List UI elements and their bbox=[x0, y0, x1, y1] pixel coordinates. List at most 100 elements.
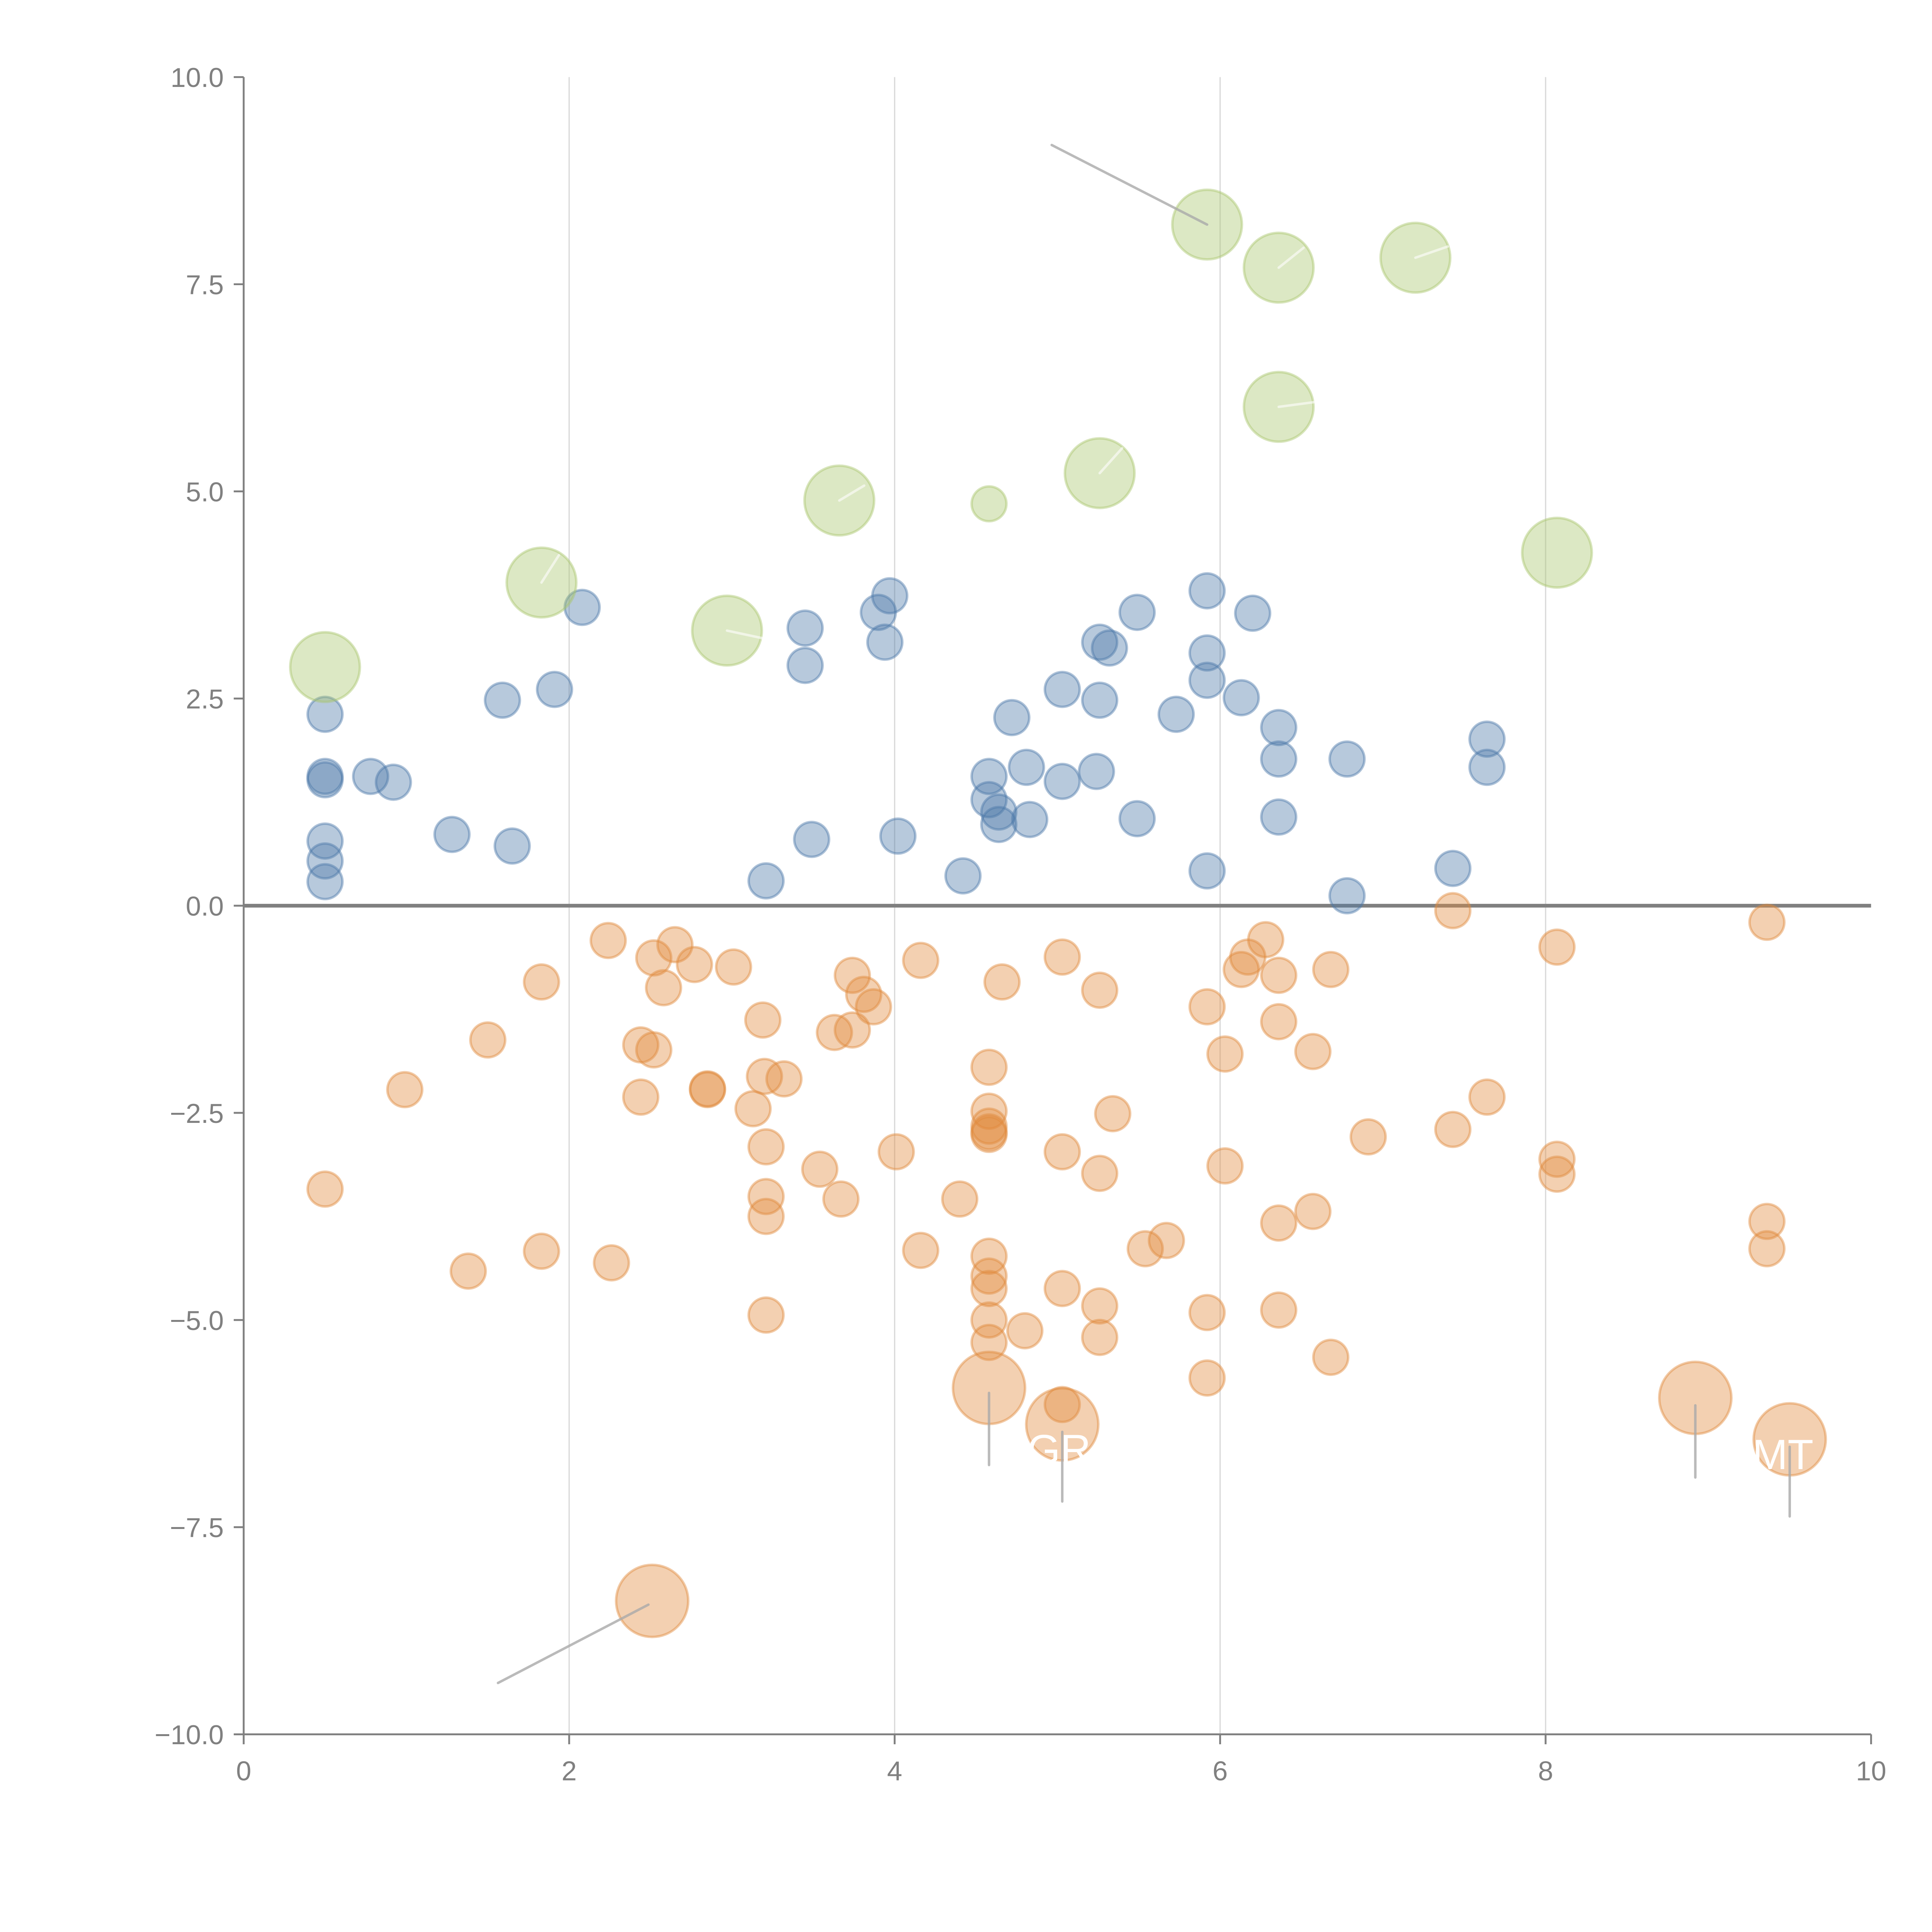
positive-bubble bbox=[1090, 629, 1128, 667]
y-tick-label: 2.5 bbox=[186, 684, 224, 714]
positive-bubble bbox=[1011, 801, 1049, 838]
x-tick-label: 6 bbox=[1213, 1755, 1228, 1786]
negative-bubble bbox=[744, 1001, 782, 1039]
negative-bubble bbox=[1312, 951, 1350, 988]
highlighted-positive-bubble bbox=[970, 485, 1008, 523]
positive-bubble bbox=[1118, 594, 1156, 631]
negative-bubble bbox=[1260, 1003, 1298, 1041]
negative-bubble bbox=[635, 939, 673, 977]
negative-bubble bbox=[902, 1231, 939, 1269]
negative-bubble bbox=[1434, 1111, 1472, 1148]
positive-bubble bbox=[866, 623, 904, 661]
positive-bubble bbox=[306, 863, 344, 901]
y-tick-label: −7.5 bbox=[170, 1512, 224, 1543]
negative-bubble bbox=[1260, 1204, 1298, 1242]
negative-bubble bbox=[822, 1180, 860, 1218]
annotation-label: MT bbox=[1752, 1431, 1813, 1478]
negative-bubble bbox=[747, 1178, 785, 1215]
negative-bubble bbox=[1188, 988, 1226, 1026]
positive-bubble bbox=[1043, 670, 1081, 708]
positive-bubble bbox=[970, 781, 1008, 818]
leader-line bbox=[1098, 447, 1124, 474]
positive-bubble bbox=[1157, 696, 1195, 733]
points-layer bbox=[289, 188, 1827, 1638]
negative-bubble bbox=[1748, 903, 1786, 941]
negative-bubble bbox=[523, 1232, 560, 1270]
negative-bubble bbox=[970, 1116, 1008, 1153]
negative-bubble bbox=[469, 1021, 507, 1059]
positive-bubble bbox=[563, 588, 601, 626]
positive-bubble bbox=[793, 821, 830, 858]
y-tick-label: 10.0 bbox=[170, 62, 224, 93]
positive-bubble bbox=[1188, 852, 1226, 890]
positive-bubble bbox=[879, 817, 917, 855]
negative-bubble bbox=[523, 963, 560, 1001]
highlighted-positive-bubble bbox=[289, 631, 361, 703]
negative-bubble bbox=[635, 1031, 673, 1069]
positive-bubble bbox=[306, 696, 344, 733]
positive-bubble bbox=[306, 842, 344, 880]
positive-bubble bbox=[1260, 740, 1298, 778]
positive-bubble bbox=[1081, 623, 1119, 661]
negative-bubble bbox=[306, 1170, 344, 1208]
negative-bubble bbox=[855, 988, 892, 1026]
negative-bubble bbox=[1434, 892, 1472, 930]
leader-line bbox=[540, 554, 560, 584]
negative-bubble bbox=[1538, 928, 1576, 966]
negative-bubble bbox=[1206, 1147, 1244, 1185]
positive-bubble bbox=[352, 758, 389, 795]
negative-bubble bbox=[622, 1026, 660, 1064]
negative-bubble bbox=[1468, 1078, 1506, 1116]
negative-bubble bbox=[983, 963, 1021, 1001]
positive-bubble bbox=[1078, 753, 1115, 790]
positive-bubble bbox=[493, 827, 531, 865]
positive-bubble bbox=[786, 609, 824, 647]
negative-bubble bbox=[1043, 1270, 1081, 1307]
positive-bubble bbox=[1328, 877, 1366, 915]
leader-line bbox=[726, 629, 763, 639]
negative-bubble bbox=[1538, 1140, 1576, 1178]
negative-bubble bbox=[622, 1078, 660, 1116]
negative-bubble bbox=[1006, 1312, 1044, 1350]
leader-line bbox=[497, 1603, 650, 1684]
negative-bubble bbox=[970, 1092, 1008, 1130]
negative-bubble bbox=[1294, 1033, 1332, 1070]
negative-bubble bbox=[970, 1113, 1008, 1151]
negative-bubble bbox=[1081, 1287, 1119, 1325]
negative-bubble bbox=[1043, 1133, 1081, 1171]
x-tick-label: 4 bbox=[887, 1755, 902, 1786]
positive-bubble bbox=[306, 761, 344, 799]
negative-bubble bbox=[656, 926, 694, 964]
positive-bubble bbox=[1468, 720, 1506, 758]
negative-bubble bbox=[1148, 1222, 1185, 1259]
y-tick-label: −2.5 bbox=[170, 1098, 224, 1129]
negative-bubble bbox=[970, 1323, 1008, 1361]
negative-bubble bbox=[1748, 1230, 1786, 1268]
positive-bubble bbox=[484, 681, 521, 719]
negative-bubble bbox=[676, 946, 713, 983]
leader-line bbox=[1277, 400, 1318, 408]
negative-bubble bbox=[1223, 951, 1260, 988]
y-tick-label: −5.0 bbox=[170, 1305, 224, 1336]
positive-bubble bbox=[1118, 800, 1156, 838]
positive-bubble bbox=[1223, 679, 1260, 716]
x-tick-label: 10 bbox=[1856, 1755, 1886, 1786]
negative-bubble bbox=[1188, 1294, 1226, 1332]
leader-line bbox=[1050, 144, 1209, 226]
negative-bubble bbox=[765, 1060, 803, 1098]
positive-bubble bbox=[859, 594, 897, 631]
positive-bubble bbox=[374, 764, 412, 801]
y-tick-label: 0.0 bbox=[186, 891, 224, 922]
negative-bubble bbox=[386, 1071, 423, 1109]
negative-bubble bbox=[747, 1296, 785, 1334]
positive-bubble bbox=[970, 758, 1008, 795]
negative-bubble bbox=[1081, 1155, 1119, 1192]
positive-bubble bbox=[1188, 662, 1226, 699]
positive-bubble bbox=[433, 816, 471, 853]
positive-bubble bbox=[980, 806, 1018, 844]
axes-layer: 0 2 4 6 8 10 10.0 7.5 5.0 2.5 0.0 −2.5 −5.0 −7.5 −10.0 bbox=[155, 62, 1886, 1786]
negative-bubble bbox=[747, 1128, 785, 1166]
positive-bubble bbox=[1008, 748, 1045, 786]
y-tick-label: −10.0 bbox=[155, 1719, 224, 1750]
leader-line bbox=[1414, 245, 1449, 259]
